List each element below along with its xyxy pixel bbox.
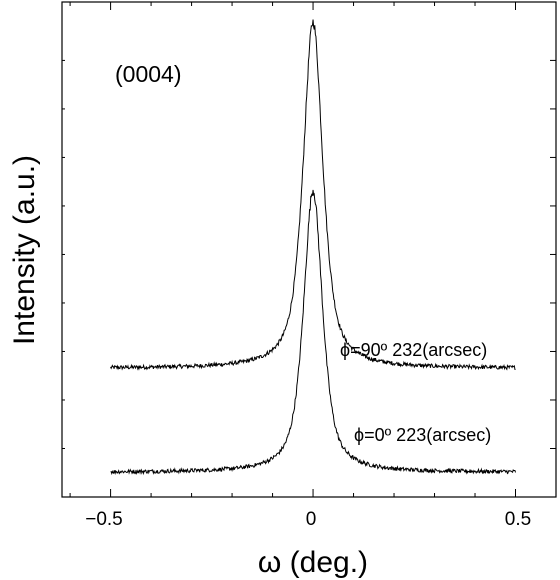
y-axis-title: Intensity (a.u.) (8, 155, 41, 345)
panel-label: (0004) (115, 61, 181, 87)
series-label-phi-0: ϕ=0º 223(arcsec) (354, 425, 491, 445)
series-line-phi-0 (110, 189, 516, 476)
series-layer (110, 19, 516, 476)
series-label-phi-90: ϕ=90º 232(arcsec) (340, 340, 487, 360)
x-tick-label: 0.5 (505, 509, 531, 530)
axis-ticks (62, 2, 557, 497)
x-tick-label: −0.5 (85, 509, 123, 530)
x-axis-title: ω (deg.) (258, 546, 368, 579)
x-tick-label: 0 (306, 509, 317, 530)
plot-frame (61, 1, 557, 498)
series-line-phi-90 (110, 19, 516, 371)
